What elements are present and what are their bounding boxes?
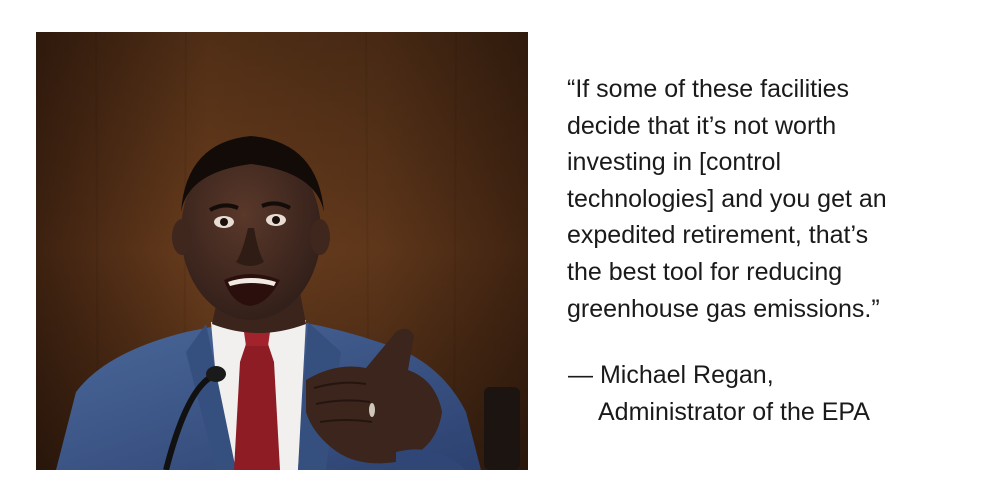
quote-line: expedited retirement, that’s bbox=[567, 221, 869, 250]
quote-line: the best tool for reducing bbox=[567, 257, 843, 286]
quote-line: decide that it’s not worth bbox=[567, 111, 837, 140]
speaker-name: — Michael Regan, bbox=[568, 361, 774, 389]
speaker-title: Administrator of the EPA bbox=[598, 397, 870, 426]
quote-line: technologies] and you get an bbox=[567, 184, 887, 213]
speaker-photo bbox=[36, 32, 528, 470]
quote-attribution: — Michael Regan, Administrator of the EP… bbox=[568, 357, 968, 430]
quote-text: “If some of these facilities decide that… bbox=[567, 71, 967, 327]
quote-line: greenhouse gas emissions.” bbox=[567, 294, 880, 323]
quote-line: investing in [control bbox=[567, 148, 782, 177]
quote-line: “If some of these facilities bbox=[567, 75, 850, 103]
